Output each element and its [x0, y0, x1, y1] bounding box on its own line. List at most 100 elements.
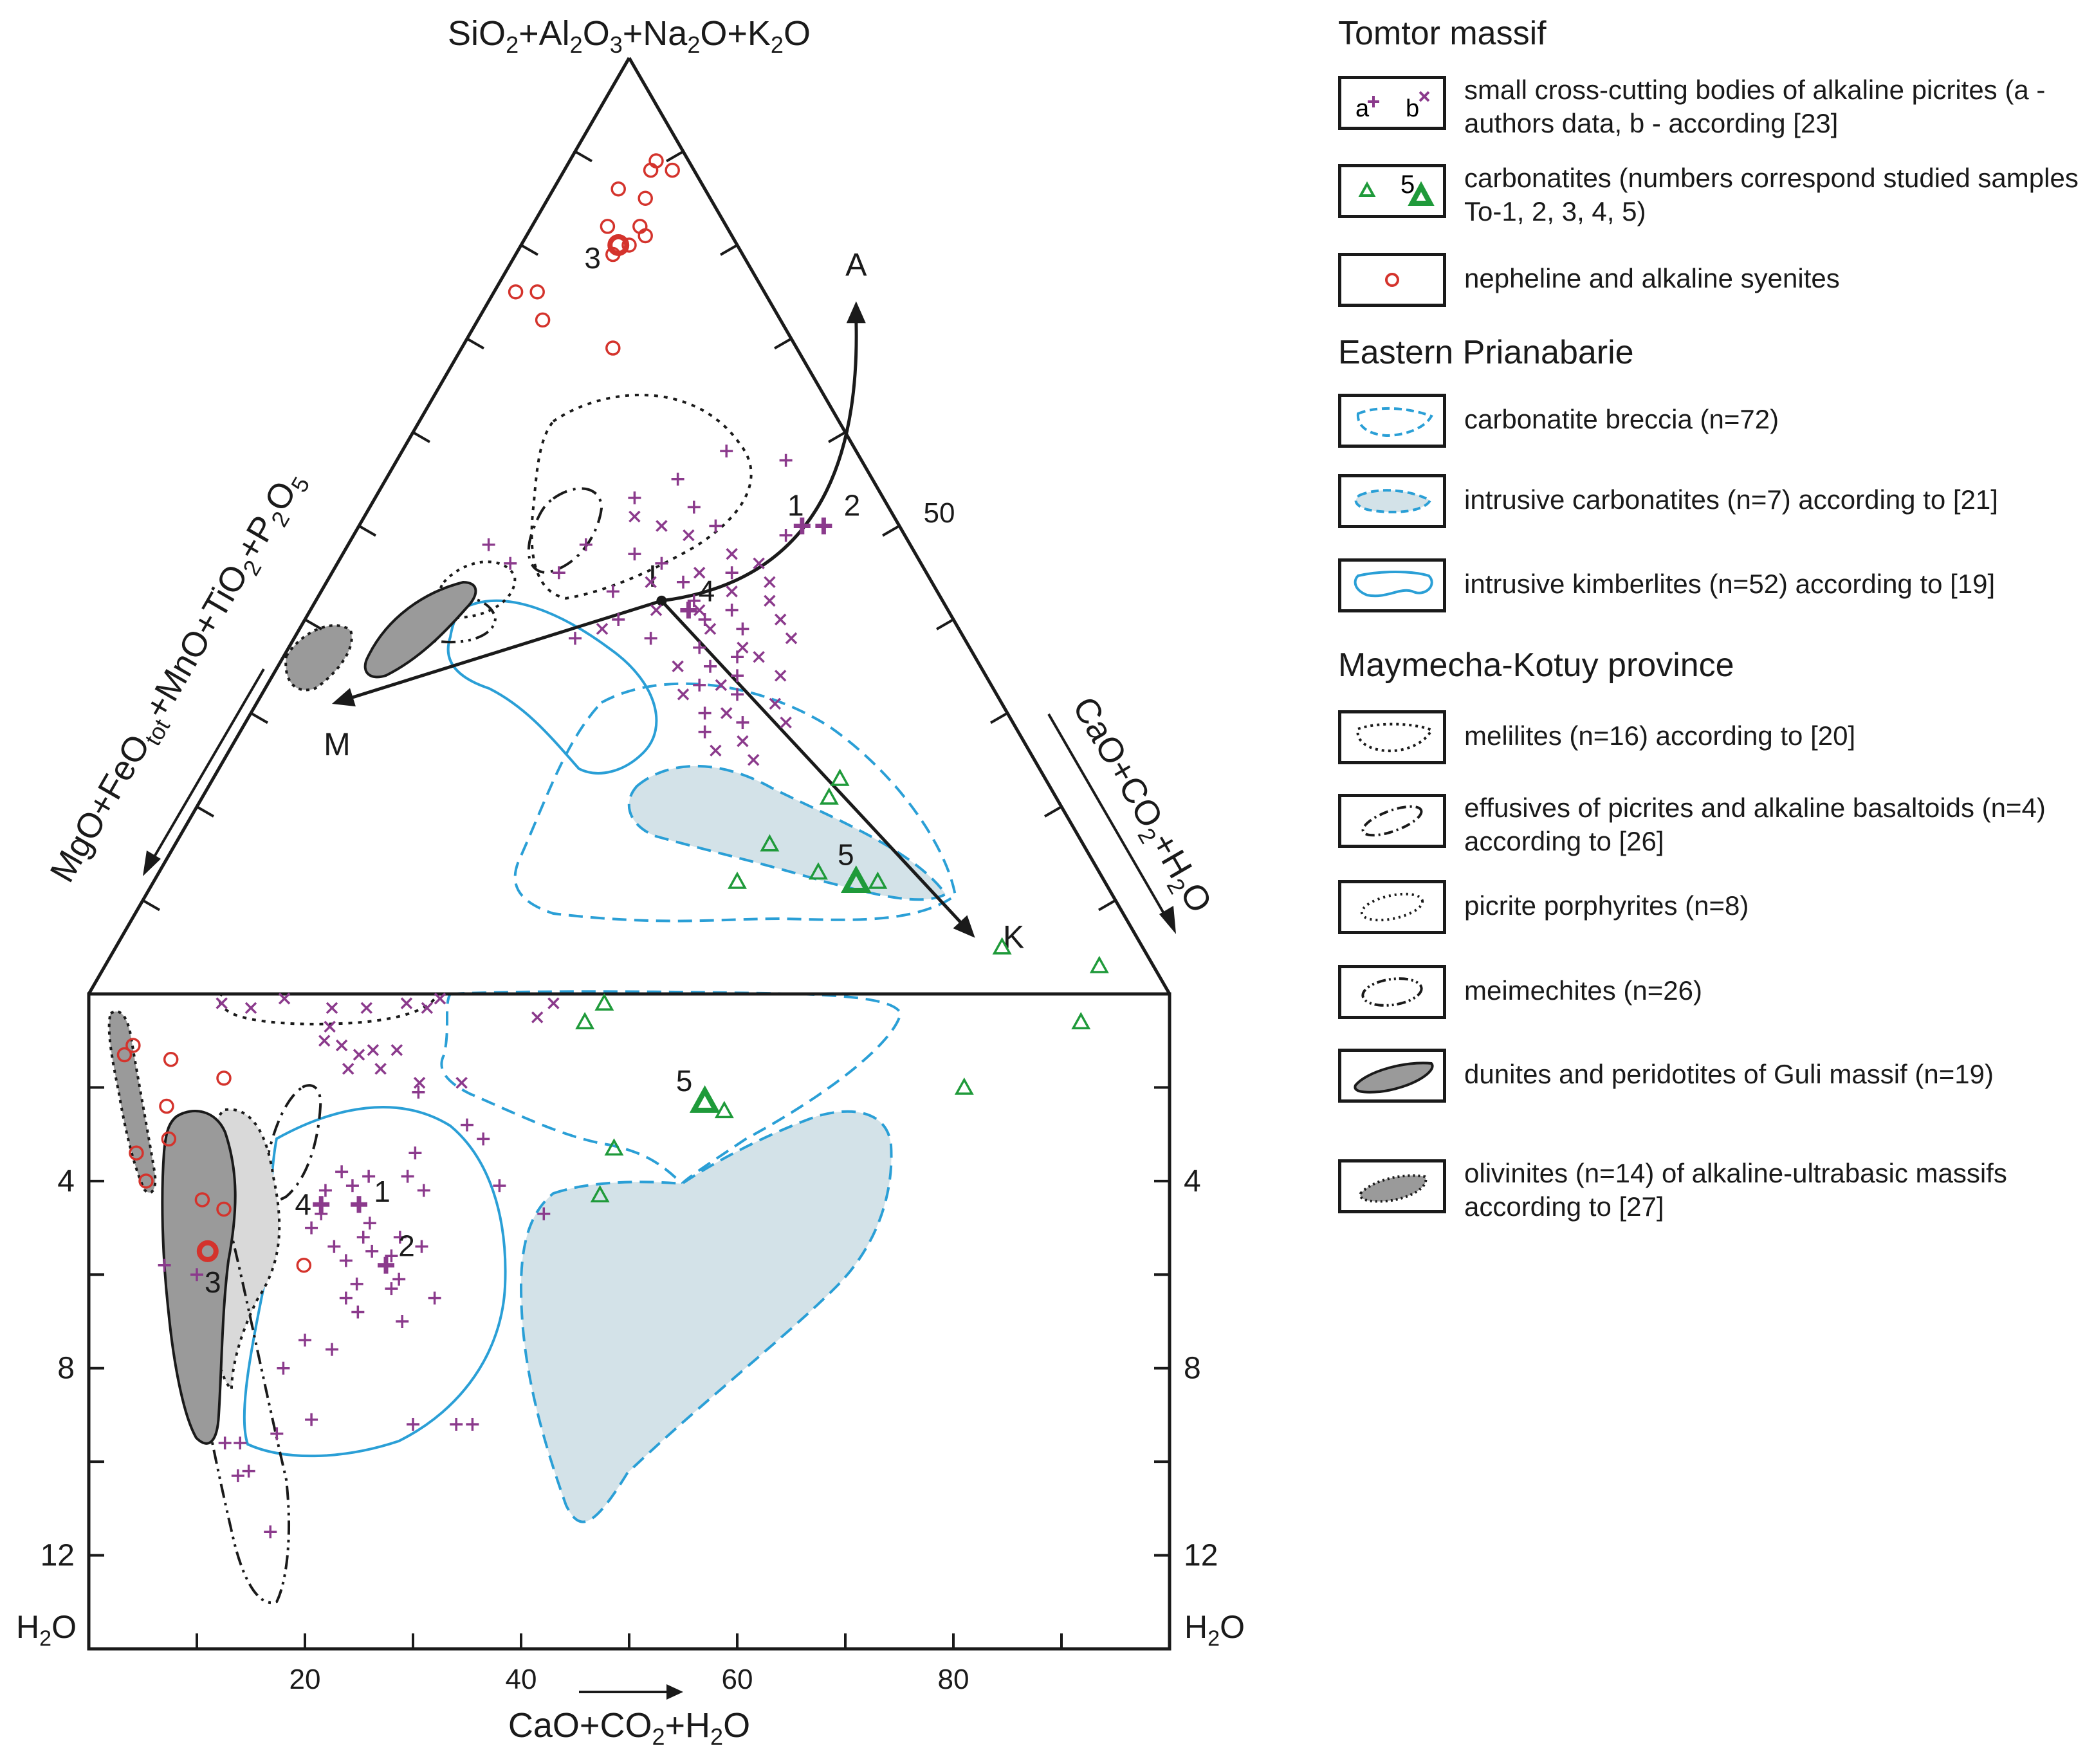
- legend-swatch-intrusive-kimberlites: [1338, 558, 1446, 612]
- data-point-cross: [645, 576, 657, 589]
- data-point-triangle: [1089, 955, 1109, 973]
- legend-circle-icon: [1385, 273, 1399, 287]
- binary-tick-labels: 20 40 60 804 48 812 12: [41, 1164, 1218, 1695]
- data-point-cross: [278, 993, 291, 1005]
- data-point-cross: [360, 1002, 372, 1015]
- data-point-plus: [305, 1221, 318, 1235]
- data-point-triangle: [728, 871, 747, 889]
- legend-swatch-olivinites: [1338, 1159, 1446, 1213]
- legend-cross-icon: [1419, 91, 1430, 102]
- legend: Tomtor massif a b small cross-cutting bo…: [1338, 0, 2094, 1764]
- data-point-cross: [547, 997, 560, 1009]
- data-point-plus: [720, 445, 733, 458]
- right-edge-arrowhead: [1159, 906, 1176, 934]
- legend-item-melilites: melilites (n=16) according to [20]: [1338, 710, 2091, 775]
- data-point-cross: [753, 650, 765, 663]
- data-point-plus: [644, 632, 657, 645]
- data-point-plus: [242, 1464, 255, 1478]
- data-point-cross: [656, 520, 668, 532]
- data-point-cross: [650, 604, 663, 616]
- data-point-plus: [552, 566, 565, 580]
- data-point-triangle: [992, 937, 1012, 955]
- data-point-triangle-bold: [689, 1085, 721, 1113]
- legend-item-meimechites: meimechites (n=26): [1338, 965, 2091, 1029]
- data-point-plus: [736, 622, 749, 636]
- data-point-plus: [335, 1165, 349, 1179]
- region-melilites: [530, 394, 753, 600]
- data-point-circle: [296, 1257, 312, 1273]
- ternary-tick: [990, 712, 1008, 724]
- data-point-circle: [161, 1131, 177, 1147]
- data-point-cross: [390, 1044, 403, 1056]
- trend-arrows: [332, 301, 975, 938]
- data-point-plus: [698, 725, 712, 739]
- data-point-plus: [327, 1240, 341, 1253]
- data-point-triangle: [590, 1185, 610, 1203]
- binary-region-olivinites: [107, 1010, 157, 1194]
- data-point-plus: [450, 1417, 463, 1431]
- data-point-triangle: [714, 1101, 734, 1119]
- legend-item-intrusive-carbonatites: intrusive carbonatites (n=7) according t…: [1338, 474, 2091, 538]
- data-point-cross: [774, 670, 787, 682]
- data-point-circle: [129, 1145, 144, 1161]
- data-point-cross: [629, 510, 641, 523]
- legend-swatch-syenites: [1338, 253, 1446, 307]
- sample-label: 4: [699, 574, 715, 607]
- sample-label: 3: [584, 241, 601, 275]
- left-edge-label: MgO+FeOtot+MnO+TiO2+P2O5: [42, 464, 315, 892]
- data-point-plus: [277, 1361, 290, 1375]
- data-point-plus: [504, 556, 517, 570]
- data-point-cross: [434, 993, 446, 1005]
- data-point-cross: [367, 1044, 380, 1056]
- ternary-ticks: [142, 150, 1116, 912]
- data-point-cross: [764, 576, 776, 589]
- data-point-plus: [671, 472, 684, 486]
- data-point-plus: [493, 1179, 506, 1193]
- binary-y-tick-label-left: 8: [57, 1352, 75, 1386]
- data-point-circle: [529, 284, 545, 300]
- data-point-plus-bold: [815, 517, 832, 535]
- binary-ticks: [89, 1086, 1170, 1649]
- data-point-plus: [628, 491, 641, 504]
- ternary-tick: [142, 899, 160, 912]
- sample-label: 3: [205, 1265, 221, 1299]
- binary-xlabel: CaO+CO2+H2O: [508, 1706, 750, 1750]
- binary-y-tick-label-right: 12: [1184, 1539, 1218, 1573]
- data-point-plus: [231, 1469, 244, 1482]
- region-carbonatite-breccia: [513, 682, 957, 923]
- data-point-plus: [655, 556, 668, 570]
- data-point-plus: [412, 1085, 425, 1099]
- binary-region-intrusive-carbonatites: [519, 1110, 893, 1523]
- data-point-plus: [351, 1305, 365, 1319]
- data-point-circle: [665, 162, 680, 178]
- data-point-cross: [693, 567, 706, 579]
- sample-label: 1: [787, 489, 804, 522]
- data-point-circle: [125, 1038, 141, 1053]
- data-point-cross: [318, 1034, 331, 1047]
- data-point-plus: [401, 1170, 414, 1183]
- binary-y-tick-label-left: 12: [41, 1539, 75, 1573]
- sample-label: 5: [676, 1064, 693, 1098]
- data-point-plus-bold: [313, 1196, 330, 1213]
- data-point-circle: [605, 340, 621, 356]
- data-point-cross: [216, 997, 228, 1009]
- data-point-circle: [116, 1047, 133, 1063]
- data-point-cross: [324, 1020, 336, 1033]
- data-point-cross: [764, 594, 776, 607]
- legend-label: meimechites (n=26): [1464, 975, 1702, 1006]
- sample-label: 1: [374, 1175, 390, 1208]
- data-point-circle-bold: [196, 1240, 219, 1262]
- binary-regions: [107, 990, 903, 1604]
- data-point-circle: [600, 219, 616, 234]
- data-point-plus: [709, 519, 722, 533]
- legend-item-picrite-porphyrites: picrite porphyrites (n=8): [1338, 880, 2091, 944]
- trend-label-A: A: [845, 246, 867, 282]
- binary-region-effusives: [262, 1084, 322, 1202]
- legend-label: carbonatite breccia (n=72): [1464, 404, 1779, 434]
- legend-label: intrusive kimberlites (n=52) according t…: [1464, 569, 1996, 599]
- data-point-plus: [356, 1231, 370, 1244]
- data-point-plus: [569, 632, 582, 645]
- data-point-cross: [747, 754, 760, 766]
- legend-swatch-picrites: a b: [1338, 76, 1446, 130]
- legend-item-olivinites: olivinites (n=14) of alkaline-ultrabasic…: [1338, 1158, 2091, 1224]
